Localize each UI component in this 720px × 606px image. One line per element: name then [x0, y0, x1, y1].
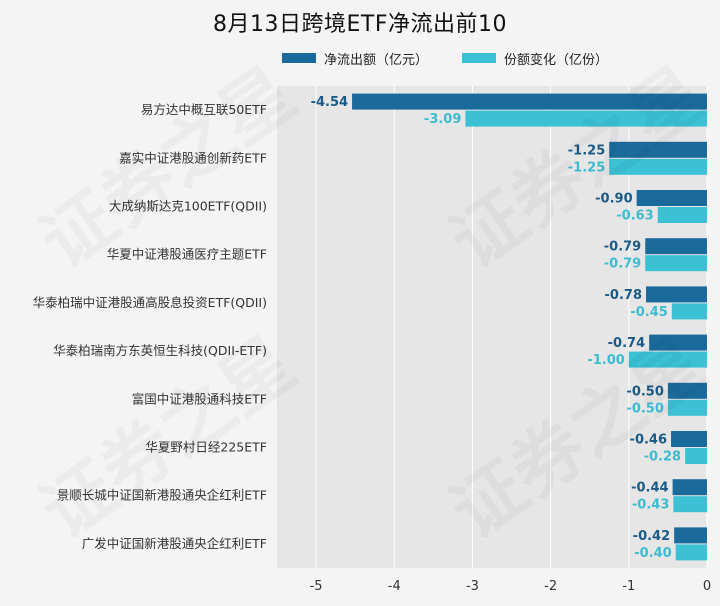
bar-share-change	[671, 303, 707, 320]
bar-share-change	[609, 158, 707, 175]
data-label-share-change: -0.28	[644, 450, 681, 465]
data-label-net-outflow: -0.42	[633, 529, 670, 544]
y-tick-label: 华泰柏瑞南方东英恒生科技(QDII-ETF)	[53, 343, 267, 358]
x-tick-label: -1	[622, 579, 635, 594]
bar-share-change	[657, 207, 707, 223]
bar-net-outflow	[674, 527, 707, 544]
y-tick-label: 广发中证国新港股通央企红利ETF	[82, 536, 267, 551]
data-label-net-outflow: -0.44	[631, 481, 668, 496]
data-label-net-outflow: -4.54	[311, 95, 348, 110]
data-label-share-change: -1.25	[568, 160, 605, 175]
legend: 净流出额（亿元） 份额变化（亿份）	[282, 49, 642, 68]
data-label-share-change: -1.00	[587, 353, 624, 368]
data-label-net-outflow: -0.50	[626, 384, 663, 399]
bar-net-outflow	[636, 190, 707, 206]
y-tick-label: 大成纳斯达克100ETF(QDII)	[109, 199, 267, 214]
bar-share-change	[673, 496, 707, 513]
x-tick-label: -3	[466, 579, 479, 594]
legend-swatch-net-outflow	[282, 53, 316, 63]
data-label-net-outflow: -0.79	[604, 240, 641, 255]
bar-share-change	[628, 351, 707, 368]
data-label-share-change: -0.43	[632, 498, 669, 513]
y-tick-label: 华夏野村日经225ETF	[145, 440, 267, 455]
data-label-share-change: -0.40	[634, 546, 671, 561]
legend-label-net-outflow: 净流出额（亿元）	[324, 52, 429, 68]
x-tick-label: -2	[544, 579, 557, 594]
chart-title: 8月13日跨境ETF净流出前10	[213, 12, 507, 37]
y-tick-label: 华泰柏瑞中证港股通高股息投资ETF(QDII)	[33, 295, 267, 310]
bar-net-outflow	[646, 286, 707, 303]
legend-item-share-change: 份额变化（亿份）	[462, 49, 608, 68]
data-label-net-outflow: -1.25	[568, 143, 605, 158]
legend-swatch-share-change	[462, 53, 497, 63]
bar-net-outflow	[352, 93, 707, 110]
data-label-net-outflow: -0.74	[608, 336, 645, 351]
data-label-share-change: -3.09	[424, 112, 461, 127]
bar-net-outflow	[649, 334, 707, 351]
data-label-net-outflow: -0.78	[605, 288, 642, 303]
bar-net-outflow	[609, 141, 707, 158]
bar-share-change	[465, 110, 707, 127]
data-label-share-change: -0.50	[626, 401, 663, 416]
bar-share-change	[685, 448, 707, 464]
data-label-share-change: -0.63	[616, 209, 653, 224]
y-tick-label: 富国中证港股通科技ETF	[132, 391, 267, 406]
data-label-net-outflow: -0.46	[630, 433, 667, 448]
bar-share-change	[667, 399, 707, 416]
x-tick-label: -4	[388, 579, 401, 594]
data-label-share-change: -0.79	[604, 257, 641, 272]
y-tick-label: 华夏中证港股通医疗主题ETF	[107, 247, 267, 262]
bar-net-outflow	[671, 431, 707, 447]
bar-share-change	[675, 544, 707, 561]
x-tick-label: -5	[310, 579, 323, 594]
data-label-share-change: -0.45	[630, 305, 667, 320]
bar-share-change	[645, 255, 707, 272]
data-label-net-outflow: -0.90	[595, 192, 632, 207]
legend-item-net-outflow: 净流出额（亿元）	[282, 49, 428, 68]
bar-net-outflow	[672, 479, 707, 496]
y-tick-label: 嘉实中证港股通创新药ETF	[119, 150, 267, 165]
legend-label-share-change: 份额变化（亿份）	[504, 52, 609, 68]
bar-net-outflow	[645, 238, 707, 255]
y-tick-label: 易方达中概互联50ETF	[141, 102, 267, 117]
bar-net-outflow	[667, 382, 707, 399]
y-tick-label: 景顺长城中证国新港股通央企红利ETF	[57, 488, 267, 503]
x-tick-label: 0	[703, 579, 711, 594]
